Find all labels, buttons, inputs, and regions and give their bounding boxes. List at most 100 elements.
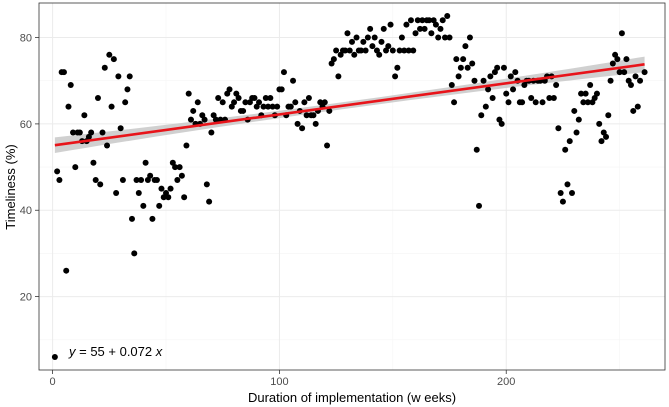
data-point [428, 30, 435, 37]
data-point [274, 103, 281, 110]
data-point [235, 94, 242, 101]
data-point [212, 116, 219, 123]
y-tick-label: 40 [20, 205, 32, 217]
data-point [126, 73, 133, 80]
data-point [466, 34, 473, 41]
data-point [312, 120, 319, 127]
data-point [360, 38, 367, 45]
data-point [321, 99, 328, 106]
regression-equation: y = 55 + 0.072 x [68, 344, 163, 359]
data-point [135, 189, 142, 196]
data-point [219, 99, 226, 106]
data-point [108, 103, 115, 110]
data-point [462, 43, 469, 50]
data-point [555, 125, 562, 132]
data-point [206, 198, 213, 205]
data-point [256, 99, 263, 106]
data-point [353, 34, 360, 41]
data-point [380, 25, 387, 32]
data-point [351, 51, 358, 58]
data-point [262, 94, 269, 101]
data-point [324, 142, 331, 149]
data-point [172, 164, 179, 171]
data-point [519, 99, 526, 106]
data-point [596, 120, 603, 127]
data-point [94, 94, 101, 101]
data-point [421, 25, 428, 32]
regression-line-layer [54, 63, 645, 147]
data-point [117, 125, 124, 132]
data-point [494, 64, 501, 71]
data-point [310, 112, 317, 119]
data-point [174, 177, 181, 184]
data-point [562, 146, 569, 153]
data-point [176, 164, 183, 171]
data-point [369, 43, 376, 50]
data-point [412, 30, 419, 37]
data-point [51, 354, 58, 361]
data-point [407, 17, 414, 24]
data-point [498, 120, 505, 127]
data-point [349, 38, 355, 45]
regression-line [54, 63, 645, 147]
grid [39, 3, 665, 370]
data-point [482, 103, 489, 110]
data-point [287, 103, 294, 110]
data-point [398, 34, 405, 41]
data-point [231, 99, 238, 106]
data-point [564, 181, 571, 188]
data-point [503, 90, 510, 97]
data-point [187, 116, 194, 123]
data-point [573, 129, 580, 136]
data-point [240, 107, 247, 114]
data-point [346, 47, 353, 54]
data-point [623, 56, 630, 63]
data-point [142, 159, 149, 166]
data-point [65, 103, 72, 110]
data-point [419, 17, 426, 24]
data-point [92, 177, 99, 184]
data-point [609, 60, 616, 67]
data-point [138, 177, 145, 184]
data-point [367, 25, 374, 32]
data-point [119, 177, 126, 184]
data-point [301, 99, 308, 106]
data-point [569, 189, 576, 196]
data-point [598, 138, 605, 145]
data-point [507, 73, 514, 80]
data-point [587, 82, 594, 89]
y-tick-label: 80 [20, 33, 32, 45]
data-point [185, 90, 192, 97]
data-point [444, 12, 451, 19]
data-point [226, 86, 233, 93]
data-point [457, 64, 464, 71]
data-point [603, 133, 610, 140]
data-point [553, 82, 560, 89]
data-point [396, 47, 403, 54]
data-point [251, 94, 258, 101]
y-axis-title: Timeliness (%) [3, 144, 18, 229]
data-point [557, 189, 564, 196]
data-point [485, 86, 492, 93]
data-point [133, 177, 140, 184]
data-point [113, 189, 120, 196]
data-point [405, 47, 412, 54]
data-point [305, 94, 312, 101]
data-point [280, 69, 287, 76]
data-point [128, 215, 135, 222]
data-point [70, 129, 77, 136]
data-point [97, 181, 104, 188]
data-point [451, 99, 458, 106]
data-point [634, 103, 641, 110]
panel-border [38, 2, 666, 371]
data-point [115, 73, 122, 80]
data-point [394, 64, 401, 71]
data-point [559, 198, 566, 205]
data-point [131, 250, 138, 257]
data-point [294, 120, 301, 127]
data-point [178, 172, 185, 179]
data-point [194, 99, 201, 106]
data-point [476, 202, 483, 209]
data-point [158, 185, 165, 192]
data-point [67, 82, 74, 89]
